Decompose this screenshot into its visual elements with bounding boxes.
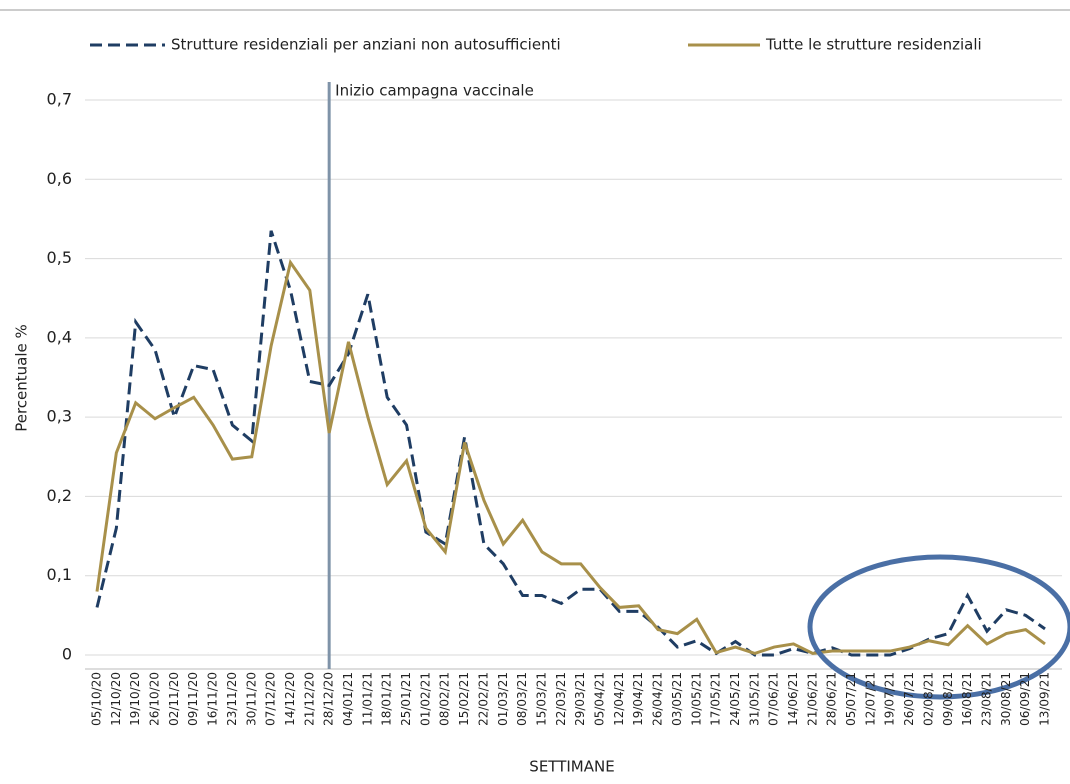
x-tick-label: 31/05/21 xyxy=(747,672,761,726)
x-tick-label: 01/03/21 xyxy=(496,672,510,726)
x-tick-label: 06/09/21 xyxy=(1018,672,1032,726)
x-tick-label: 10/05/21 xyxy=(689,672,703,726)
x-tick-label: 17/05/21 xyxy=(709,672,723,726)
x-tick-label: 04/01/21 xyxy=(341,672,355,726)
x-tick-label: 29/03/21 xyxy=(573,672,587,726)
x-tick-label: 12/04/21 xyxy=(612,672,626,726)
x-tick-label: 30/11/20 xyxy=(244,672,258,726)
x-tick-label: 23/11/20 xyxy=(225,672,239,726)
x-tick-label: 28/12/20 xyxy=(322,672,336,726)
x-tick-label: 19/07/21 xyxy=(883,672,897,726)
annotation: Inizio campagna vaccinale xyxy=(335,82,534,100)
y-tick-label: 0,4 xyxy=(47,327,72,346)
x-tick-label: 12/10/20 xyxy=(109,672,123,726)
x-tick-label: 15/03/21 xyxy=(534,672,548,726)
highlight-ellipse xyxy=(807,554,1070,700)
legend-label: Strutture residenziali per anziani non a… xyxy=(171,36,561,54)
x-tick-label: 09/11/20 xyxy=(186,672,200,726)
series-line xyxy=(95,258,1046,655)
x-tick-label: 08/02/21 xyxy=(438,672,452,726)
x-tick-label: 05/10/20 xyxy=(90,672,104,726)
x-tick-label: 05/04/21 xyxy=(593,672,607,726)
x-tick-label: 14/12/20 xyxy=(283,672,297,726)
x-tick-label: 16/11/20 xyxy=(206,672,220,726)
y-tick-label: 0,2 xyxy=(47,486,72,505)
x-tick-label: 02/08/21 xyxy=(921,672,935,726)
y-tick-label: 0,3 xyxy=(47,407,72,426)
x-axis-label: SETTIMANE xyxy=(529,758,614,776)
x-tick-label: 22/03/21 xyxy=(554,672,568,726)
x-tick-label: 14/06/21 xyxy=(786,672,800,726)
x-tick-label: 23/08/21 xyxy=(979,672,993,726)
x-tick-label: 25/01/21 xyxy=(399,672,413,726)
y-tick-label: 0,5 xyxy=(47,248,72,267)
series-line xyxy=(95,230,1046,657)
y-tick-label: 0,6 xyxy=(47,169,72,188)
x-tick-label: 11/01/21 xyxy=(360,672,374,726)
x-tick-label: 21/12/20 xyxy=(302,672,316,726)
x-tick-label: 26/04/21 xyxy=(651,672,665,726)
x-tick-label: 12/07/21 xyxy=(863,672,877,726)
x-tick-label: 08/03/21 xyxy=(515,672,529,726)
x-tick-label: 24/05/21 xyxy=(728,672,742,726)
x-tick-label: 02/11/20 xyxy=(167,672,181,726)
y-tick-label: 0,1 xyxy=(47,565,72,584)
y-tick-label: 0 xyxy=(62,645,72,664)
x-tick-label: 28/06/21 xyxy=(825,672,839,726)
x-tick-label: 21/06/21 xyxy=(805,672,819,726)
x-tick-label: 26/10/20 xyxy=(148,672,162,726)
x-tick-label: 13/09/21 xyxy=(1038,672,1052,726)
legend-label: Tutte le strutture residenziali xyxy=(765,36,982,54)
x-tick-label: 16/08/21 xyxy=(960,672,974,726)
x-tick-label: 09/08/21 xyxy=(941,672,955,726)
y-tick-label: 0,7 xyxy=(47,90,72,109)
y-axis-label: Percentuale % xyxy=(13,324,31,432)
x-tick-label: 26/07/21 xyxy=(902,672,916,726)
x-tick-label: 19/04/21 xyxy=(631,672,645,726)
x-tick-label: 01/02/21 xyxy=(418,672,432,726)
x-tick-label: 18/01/21 xyxy=(380,672,394,726)
x-tick-label: 05/07/21 xyxy=(844,672,858,726)
x-tick-label: 19/10/20 xyxy=(128,672,142,726)
x-tick-label: 07/06/21 xyxy=(767,672,781,726)
x-tick-label: 30/08/21 xyxy=(999,672,1013,726)
x-tick-label: 03/05/21 xyxy=(670,672,684,726)
x-tick-label: 07/12/20 xyxy=(264,672,278,726)
x-tick-label: 22/02/21 xyxy=(476,672,490,726)
x-tick-label: 15/02/21 xyxy=(457,672,471,726)
